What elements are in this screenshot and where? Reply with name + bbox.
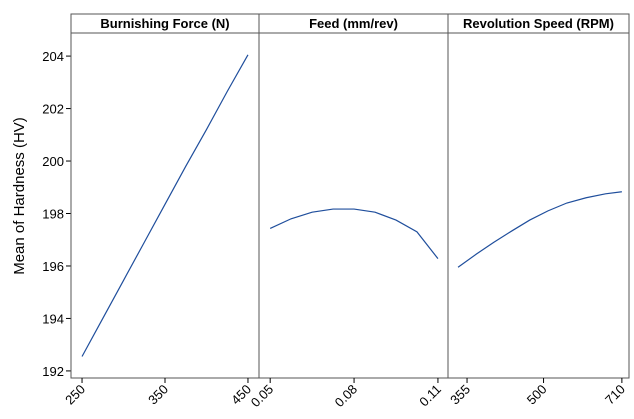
panel-title: Burnishing Force (N) — [100, 16, 229, 31]
panel-frame — [258, 32, 449, 379]
y-tick-label: 192 — [42, 364, 64, 379]
y-tick-label: 204 — [42, 49, 64, 64]
main-effect-line — [457, 191, 622, 268]
x-tick-label: 250 — [62, 382, 88, 408]
x-tick-label: 0.08 — [332, 382, 361, 411]
y-axis-label: Mean of Hardness (HV) — [11, 117, 28, 275]
panel-title: Revolution Speed (RPM) — [463, 16, 614, 31]
y-tick-label: 194 — [42, 311, 64, 326]
panel-title: Feed (mm/rev) — [309, 16, 398, 31]
x-tick-label: 355 — [447, 382, 473, 408]
main-effect-line — [81, 54, 249, 357]
y-tick-label: 196 — [42, 259, 64, 274]
panel-frame — [447, 32, 630, 379]
x-tick-label: 0.05 — [248, 382, 277, 411]
y-tick-label: 202 — [42, 102, 64, 117]
y-tick-label: 198 — [42, 207, 64, 222]
x-tick-label: 450 — [228, 382, 254, 408]
x-tick-label: 0.11 — [416, 382, 444, 410]
x-tick-label: 350 — [145, 382, 171, 408]
x-tick-label: 710 — [602, 382, 628, 408]
main-effect-line — [269, 208, 439, 259]
x-tick-label: 500 — [524, 382, 550, 408]
y-tick-label: 200 — [42, 154, 64, 169]
